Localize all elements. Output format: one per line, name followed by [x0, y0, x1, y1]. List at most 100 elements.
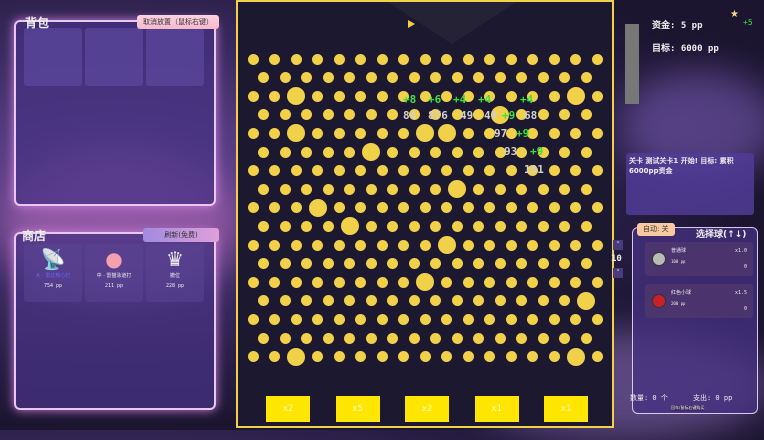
peg: [516, 295, 528, 307]
peg: [387, 109, 399, 121]
peg: [419, 202, 431, 214]
peg: [566, 347, 585, 366]
shop-panel: 📡 大 · 雷达核心打 754 pp ● 中 · 雷猫泳道打 211 pp ♛ …: [14, 232, 216, 410]
peg: [355, 127, 366, 139]
peg: [333, 351, 345, 363]
peg: [301, 220, 313, 232]
peg: [301, 109, 313, 121]
peg: [559, 72, 571, 84]
peg: [322, 295, 334, 307]
peg: [376, 90, 388, 102]
peg: [580, 183, 592, 195]
peg: [548, 239, 560, 251]
launcher-arrow-icon[interactable]: [408, 20, 415, 28]
shop-item[interactable]: 📡 大 · 雷达核心打 754 pp: [24, 244, 82, 302]
peg: [301, 295, 313, 307]
shop-item[interactable]: ♛ 撤位 228 pp: [146, 244, 204, 302]
backpack-slot[interactable]: [24, 28, 82, 86]
peg: [290, 239, 302, 251]
peg: [441, 202, 452, 214]
peg: [333, 313, 345, 325]
peg: [473, 146, 485, 158]
peg: [505, 313, 517, 325]
ball-count: 0: [743, 264, 747, 270]
peg: [548, 165, 560, 177]
peg: [322, 146, 334, 158]
peg: [290, 276, 302, 288]
ball-icon: [652, 252, 666, 266]
refresh-shop-button[interactable]: 刷新(免费): [143, 228, 219, 242]
ball-multiplier: x1.5: [734, 290, 747, 296]
message-text: 关卡 测试关卡1 开始! 目标: 累积6000pp资金: [629, 157, 734, 175]
game-board[interactable]: x2 x5 x2 x1 x1 +8 +6 +4 +4 +4 +9 +9 +9 84 876 49 49 68 97 9…: [236, 0, 614, 428]
floating-score-text: +6: [428, 93, 442, 106]
peg: [570, 53, 581, 65]
peg: [548, 53, 560, 65]
peg: [398, 165, 409, 177]
ball-option[interactable]: 普通球 100 pp x1.0 0: [645, 242, 753, 276]
floating-score-text: +4: [478, 93, 492, 106]
backpack-slot[interactable]: [146, 28, 204, 86]
multiplier-slot: x1: [474, 396, 519, 422]
peg: [344, 146, 356, 158]
peg: [247, 351, 259, 363]
peg: [355, 313, 366, 325]
peg: [312, 53, 323, 65]
peg: [559, 220, 571, 232]
floating-score-text: 97: [494, 127, 508, 140]
peg: [312, 351, 323, 363]
peg: [247, 202, 259, 214]
peg: [416, 124, 434, 143]
ball-option[interactable]: 红色小球 200 pp x1.5 0: [645, 284, 753, 318]
multiplier-slot: x2: [266, 396, 310, 422]
peg: [527, 239, 538, 251]
stepper-up-button[interactable]: ˄: [613, 240, 623, 250]
shop-item-name: 大 · 雷达核心打: [35, 273, 71, 279]
star-icon: ★: [730, 9, 739, 20]
backpack-slot[interactable]: [85, 28, 143, 86]
multiplier-slot: x5: [335, 396, 380, 422]
shop-item[interactable]: ● 中 · 雷猫泳道打 211 pp: [85, 244, 143, 302]
peg: [247, 239, 259, 251]
peg: [559, 332, 571, 344]
peg: [279, 295, 291, 307]
peg: [365, 258, 377, 270]
slime-icon: ●: [105, 247, 123, 271]
peg: [408, 72, 420, 84]
peg: [312, 127, 323, 139]
auto-toggle-button[interactable]: 自动: 关: [637, 223, 675, 236]
peg: [258, 295, 270, 307]
peg: [344, 72, 356, 84]
peg: [301, 146, 313, 158]
peg: [491, 105, 510, 124]
peg: [279, 220, 291, 232]
peg: [269, 313, 280, 325]
peg: [548, 276, 560, 288]
peg: [462, 351, 474, 363]
peg: [494, 146, 506, 158]
crown-icon: ♛: [166, 247, 184, 271]
peg: [269, 53, 280, 65]
peg: [340, 217, 359, 236]
peg: [301, 72, 313, 84]
peg: [416, 273, 434, 292]
peg: [527, 90, 538, 102]
peg: [408, 258, 420, 270]
peg: [516, 183, 528, 195]
stepper-down-button[interactable]: ˅: [613, 268, 623, 278]
peg: [344, 332, 356, 344]
target-label: 目标: 6000 pp: [652, 44, 719, 54]
peg: [527, 165, 538, 177]
peg: [308, 198, 327, 217]
cancel-placement-button[interactable]: 取消放置（鼠标右键）: [137, 15, 219, 29]
peg: [419, 90, 431, 102]
peg: [505, 53, 517, 65]
ball-name: 普通球: [671, 248, 687, 254]
floating-score-text: 84: [403, 109, 417, 122]
peg: [527, 127, 538, 139]
peg: [580, 332, 592, 344]
peg: [591, 351, 603, 363]
floating-score-text: +9: [516, 127, 530, 140]
peg: [451, 109, 463, 121]
peg: [505, 127, 517, 139]
